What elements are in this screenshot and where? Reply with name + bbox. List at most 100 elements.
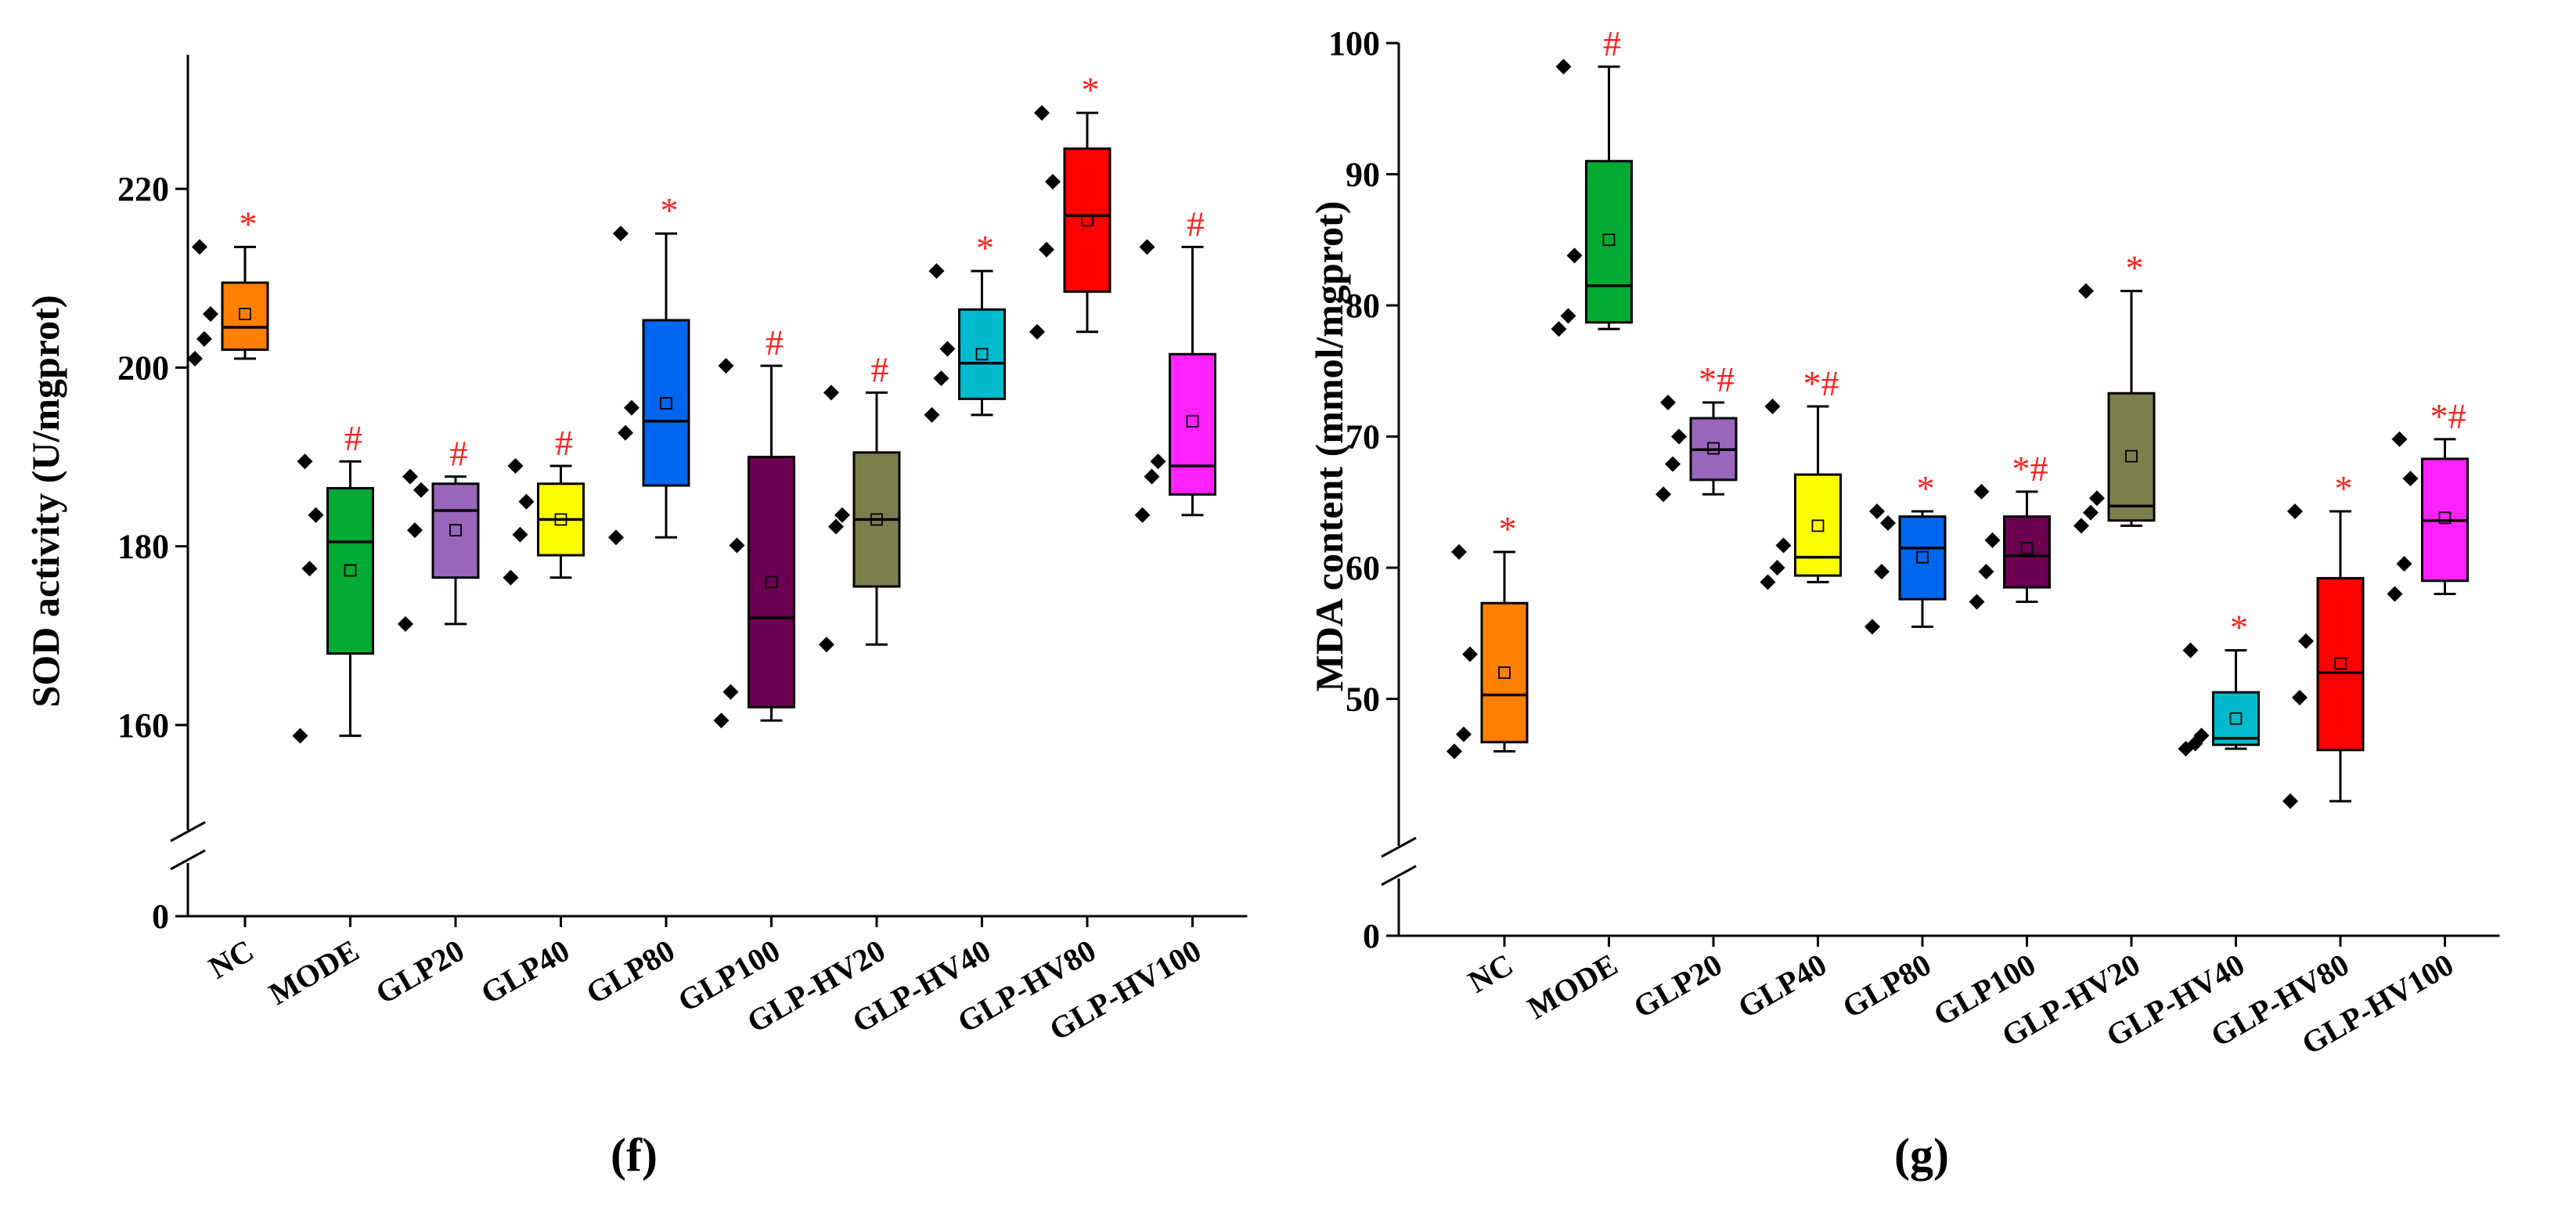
significance-mark: *# <box>2012 449 2048 489</box>
data-point <box>828 518 844 535</box>
data-point <box>1451 543 1467 560</box>
significance-mark: * <box>1082 70 1100 110</box>
data-point <box>1660 394 1676 410</box>
significance-mark: *# <box>1803 363 1839 403</box>
data-point <box>928 263 945 280</box>
y-tick-label: 50 <box>1346 680 1380 719</box>
data-point <box>624 399 639 416</box>
mean-marker <box>870 513 883 526</box>
box-iqr <box>1898 515 1947 601</box>
box-iqr <box>1169 352 1216 496</box>
box-iqr <box>2212 691 2260 746</box>
data-point <box>407 522 423 539</box>
data-point <box>1869 503 1885 519</box>
data-point <box>2078 283 2094 299</box>
data-point <box>834 507 850 523</box>
x-category-label: MODE <box>1522 947 1623 1026</box>
data-point <box>297 453 313 470</box>
data-point <box>1045 174 1061 190</box>
x-category-label: NC <box>1462 947 1519 1000</box>
data-point <box>613 226 629 242</box>
data-point <box>503 569 519 586</box>
box-iqr <box>1585 160 1633 324</box>
y-tick-label: 90 <box>1346 156 1380 194</box>
data-point <box>2083 504 2099 521</box>
data-point <box>196 330 212 347</box>
data-point <box>1775 537 1792 554</box>
y-tick-label: 180 <box>117 528 169 566</box>
data-point <box>2298 633 2314 649</box>
data-point <box>1150 453 1166 470</box>
data-point <box>2402 471 2419 487</box>
axis-break-mark <box>1381 836 1417 858</box>
box-iqr <box>1480 601 1529 744</box>
mean-marker <box>1811 519 1825 532</box>
box-iqr <box>1794 473 1842 577</box>
data-point <box>618 424 633 441</box>
data-point <box>823 384 839 401</box>
panel-label: (f) <box>611 1129 658 1181</box>
y-tick-label-zero: 0 <box>152 897 169 936</box>
box-group-mode: # MODE <box>263 418 374 1012</box>
data-point <box>2287 503 2303 519</box>
data-point <box>512 526 528 543</box>
data-point <box>2073 518 2089 534</box>
y-tick-label: 80 <box>1346 287 1380 325</box>
axis-break-mark <box>170 821 206 843</box>
data-point <box>2292 689 2308 706</box>
mean-marker <box>660 397 672 410</box>
data-point <box>1555 59 1572 75</box>
data-point <box>608 529 624 546</box>
box-iqr <box>2107 392 2156 522</box>
box-iqr <box>2316 576 2365 752</box>
box-iqr <box>2003 515 2051 589</box>
data-point <box>1874 564 1890 580</box>
data-point <box>2391 431 2408 447</box>
mean-marker <box>2020 541 2034 554</box>
mean-marker <box>1081 214 1093 227</box>
significance-mark: * <box>976 228 994 268</box>
mean-marker <box>1498 666 1511 679</box>
y-tick-label-zero: 0 <box>1363 917 1380 955</box>
box-group-glp40: # GLP40 <box>475 423 585 1011</box>
significance-mark: *# <box>1699 359 1735 399</box>
data-point <box>2193 727 2210 744</box>
box-iqr <box>326 486 374 655</box>
significance-mark: * <box>2126 248 2144 288</box>
data-point <box>2089 490 2105 507</box>
mean-marker <box>2334 657 2347 670</box>
box-group-glp100: #GLP100 <box>672 323 795 1019</box>
y-axis-title: SOD activity (U/mgprot) <box>23 295 67 708</box>
x-category-label: MODE <box>263 933 365 1012</box>
box-group-nc: * NC <box>1447 509 1529 1000</box>
data-point <box>203 305 218 322</box>
data-point <box>1139 239 1155 255</box>
data-point <box>1551 321 1567 337</box>
data-point <box>192 239 207 255</box>
x-category-label: GLP40 <box>475 933 575 1011</box>
significance-mark: * <box>1499 509 1517 549</box>
y-tick-label: 160 <box>117 706 169 745</box>
data-point <box>187 351 203 366</box>
significance-mark: * <box>2335 468 2353 508</box>
data-point <box>308 507 324 523</box>
data-point <box>1978 564 1994 580</box>
mean-marker <box>2125 449 2138 463</box>
box-iqr <box>431 482 480 579</box>
axis-break-mark <box>1381 864 1417 886</box>
data-point <box>2182 642 2199 659</box>
box-group-glp-hv80: *GLP-HV80 <box>952 70 1111 1040</box>
significance-mark: # <box>766 323 784 363</box>
data-point <box>518 493 535 510</box>
data-point <box>1973 483 1990 500</box>
box-group-glp80: * GLP80 <box>1836 468 1947 1025</box>
box-iqr <box>642 319 690 487</box>
data-point <box>402 468 418 485</box>
y-tick-label: 60 <box>1346 549 1380 587</box>
mean-marker <box>344 564 357 577</box>
data-point <box>1769 560 1785 576</box>
mean-marker <box>1186 414 1199 428</box>
box-group-glp40: *# GLP40 <box>1732 363 1842 1025</box>
y-tick-label: 70 <box>1346 418 1380 457</box>
mean-marker <box>2438 511 2452 525</box>
